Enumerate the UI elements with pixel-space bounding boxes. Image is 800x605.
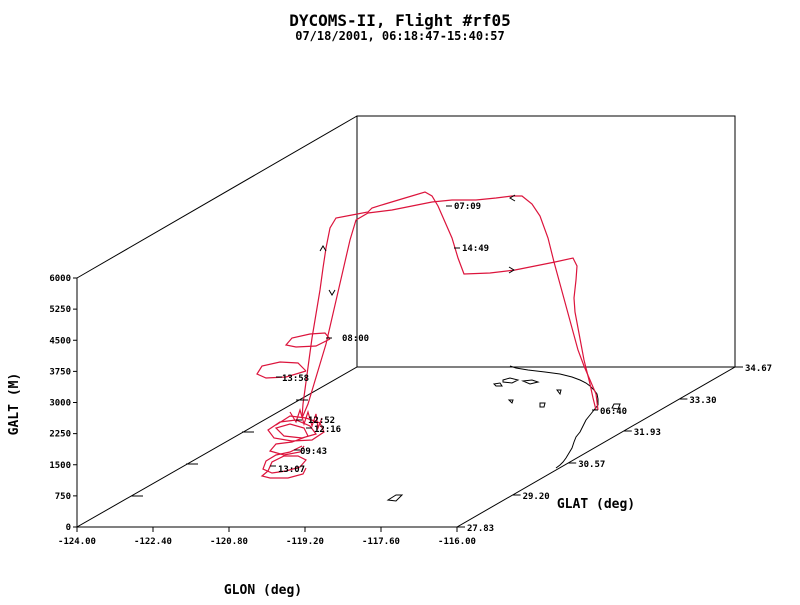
x-tick-label: -124.00 xyxy=(58,537,96,547)
floor-plane xyxy=(75,366,737,528)
z-tick-label: 6000 xyxy=(49,274,71,284)
direction-arrow xyxy=(319,245,327,252)
track-leg-outbound xyxy=(301,191,597,419)
x-tick-label: -116.00 xyxy=(438,537,476,547)
axis-ticks: -124.00 -122.40 -120.80 -119.20 -117.60 -116.… xyxy=(49,274,772,547)
time-label: 12:52 xyxy=(308,416,335,426)
direction-arrow xyxy=(508,266,515,274)
island-7 xyxy=(611,403,621,410)
track-leg-return xyxy=(301,195,599,419)
island-1 xyxy=(502,377,520,384)
x-tick-label: -120.80 xyxy=(210,537,248,547)
flight-track xyxy=(256,191,599,479)
track-cluster-spikes xyxy=(289,407,323,431)
chart-title: DYCOMS-II, Flight #rf05 xyxy=(289,11,511,30)
y-tick-label: 34.67 xyxy=(745,364,772,374)
track-loop-1358 xyxy=(256,361,307,379)
y-axis-label: GLAT (deg) xyxy=(557,497,635,512)
time-label: 14:49 xyxy=(462,244,489,254)
z-tick-label: 1500 xyxy=(49,461,71,471)
island-3 xyxy=(492,382,503,387)
y-tick-label: 31.93 xyxy=(634,428,661,438)
coastline xyxy=(386,365,621,502)
time-label: 13:07 xyxy=(278,465,305,475)
back-left-top-edge xyxy=(76,115,358,279)
direction-arrow xyxy=(509,194,516,202)
y-tick-label: 27.83 xyxy=(467,524,494,534)
axes-box xyxy=(75,115,737,528)
track-cluster-upper xyxy=(267,415,325,456)
z-tick-label: 4500 xyxy=(49,336,71,346)
x-tick-label: -117.60 xyxy=(362,537,400,547)
time-label: 12:16 xyxy=(314,425,341,435)
coastline-main xyxy=(509,365,599,469)
z-tick-label: 3750 xyxy=(49,367,71,377)
z-tick-label: 2250 xyxy=(49,430,71,440)
chart-subtitle: 07/18/2001, 06:18:47-15:40:57 xyxy=(295,29,505,43)
island-5 xyxy=(507,399,514,404)
island-4 xyxy=(539,402,546,408)
time-label: 07:09 xyxy=(454,202,481,212)
z-tick-label: 3000 xyxy=(49,399,71,409)
z-tick-label: 750 xyxy=(55,492,71,502)
z-tick-label: 0 xyxy=(66,523,71,533)
x-axis-label: GLON (deg) xyxy=(224,583,302,598)
time-label: 13:58 xyxy=(282,374,309,384)
y-tick-label: 33.30 xyxy=(689,396,716,406)
y-tick-label: 30.57 xyxy=(578,460,605,470)
island-2 xyxy=(521,379,540,385)
island-8 xyxy=(386,494,404,502)
time-label: 09:43 xyxy=(300,447,327,457)
track-loop-0800 xyxy=(284,332,331,348)
y-tick-label: 29.20 xyxy=(523,492,550,502)
back-wall xyxy=(356,115,736,367)
z-tick-label: 5250 xyxy=(49,305,71,315)
island-6 xyxy=(556,389,562,396)
x-tick-label: -122.40 xyxy=(134,537,172,547)
direction-arrows xyxy=(319,194,516,296)
z-axis-label: GALT (M) xyxy=(7,373,22,436)
x-tick-label: -119.20 xyxy=(286,537,324,547)
time-label: 08:00 xyxy=(342,334,369,344)
track-cluster-lower xyxy=(260,445,307,479)
time-label: 06:40 xyxy=(600,407,627,417)
direction-arrow xyxy=(328,289,336,296)
